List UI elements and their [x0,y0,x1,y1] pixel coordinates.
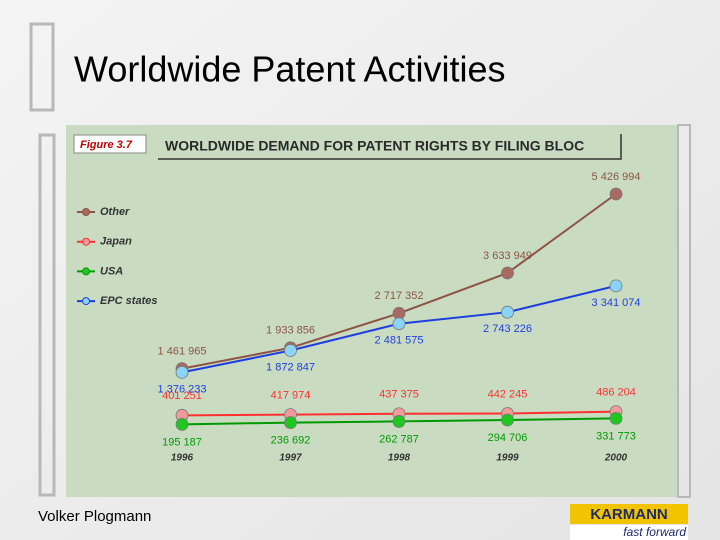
value-label: 195 187 [162,436,202,448]
figure-label-box [73,134,147,154]
point [175,365,189,379]
chart-panel [66,125,678,497]
point [284,416,297,429]
slide-title: Worldwide Patent Activities [74,49,506,90]
value-label: 3 341 074 [592,297,641,309]
value-label: 2 717 352 [375,290,424,302]
value-label: 262 787 [379,433,419,445]
x-tick-label: 1998 [388,453,411,464]
decor-bar [677,124,691,498]
footer: Volker Plogmann [38,508,151,525]
point [392,415,406,428]
x-tick-label: 1999 [496,453,519,464]
x-tick-label: 1997 [279,453,302,464]
decor-bar [29,22,55,112]
value-label: 2 481 575 [375,335,424,347]
value-label: 5 426 994 [592,171,641,183]
legend-label: USA [100,265,123,277]
point [392,317,406,331]
value-label: 1 872 847 [266,361,315,373]
point [609,279,623,293]
legend-marker [82,297,90,306]
logo-tagline: fast forward [623,525,686,539]
logo-box [570,504,688,524]
value-label: 437 375 [379,389,419,401]
point [501,266,514,280]
logo-name: KARMANN [590,506,668,523]
value-label: 331 773 [596,430,636,442]
logo-strip [570,525,688,540]
title-bracket [158,134,622,160]
point [175,418,189,431]
x-tick-label: 1996 [171,453,194,464]
value-label: 1 461 965 [158,346,207,358]
value-label: 401 251 [162,390,202,402]
value-label: 294 706 [488,432,528,444]
point [609,187,623,201]
point [501,305,514,319]
legend-label: Japan [100,236,132,248]
point [501,413,514,427]
legend-label: EPC states [100,295,157,307]
legend-marker [82,267,90,276]
legend-marker [82,208,90,216]
x-tick-label: 2000 [604,453,628,464]
legend-marker [82,237,90,246]
value-label: 236 692 [271,434,311,446]
point [284,344,297,357]
value-label: 1 933 856 [266,325,315,337]
value-label: 1 376 233 [158,383,207,395]
value-label: 442 245 [488,388,528,400]
decor-bar [38,133,56,497]
point [609,411,623,425]
figure-label: Figure 3.7 [80,139,133,151]
value-label: 2 743 226 [483,323,532,335]
plot: 1996 1997 1998 1999 2000 Other 1 461 965 1 933 … [77,171,640,464]
value-label: 486 204 [596,386,636,398]
value-label: 3 633 949 [483,250,532,262]
legend-label: Other [100,206,130,218]
value-label: 417 974 [271,389,311,401]
chart-title: WORLDWIDE DEMAND FOR PATENT RIGHTS BY FI… [165,138,584,154]
